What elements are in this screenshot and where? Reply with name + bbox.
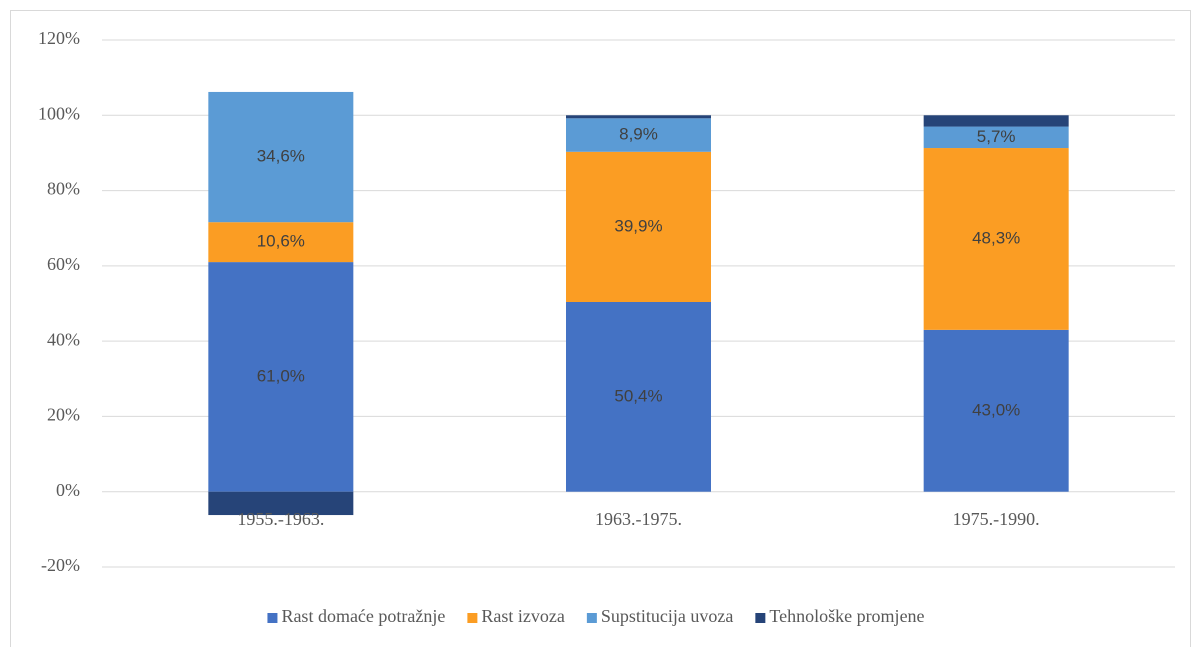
bar-segment xyxy=(208,222,354,263)
legend-swatch xyxy=(267,613,278,623)
y-tick-label: 40% xyxy=(47,329,80,349)
data-label: 39,9% xyxy=(614,216,662,235)
data-label: 34,6% xyxy=(257,147,305,166)
x-tick-label: 1955.-1963. xyxy=(237,509,324,529)
bar-segment xyxy=(208,91,354,223)
bar-segment xyxy=(923,148,1069,330)
bar-segment xyxy=(208,262,354,492)
data-label: 48,3% xyxy=(972,228,1020,247)
data-label: 8,9% xyxy=(619,125,658,144)
y-tick-label: 20% xyxy=(47,405,80,425)
bar-segment xyxy=(923,126,1069,149)
data-label: 61,0% xyxy=(257,366,305,385)
y-tick-label: 120% xyxy=(38,28,80,48)
bar-segment xyxy=(923,329,1069,492)
data-label: 50,4% xyxy=(614,386,662,405)
y-tick-label: 80% xyxy=(47,179,80,199)
data-label: 10,6% xyxy=(257,232,305,251)
bar-segment xyxy=(566,151,711,302)
y-tick-label: 100% xyxy=(38,103,80,123)
bar-segment xyxy=(923,115,1069,127)
bar-segment xyxy=(566,301,711,492)
legend-swatch xyxy=(586,613,597,623)
legend-label: Supstitucija uvoza xyxy=(601,606,733,626)
legend-label: Rast izvoza xyxy=(481,606,564,626)
x-tick-label: 1963.-1975. xyxy=(595,509,682,529)
y-tick-label: -20% xyxy=(41,555,80,575)
y-tick-label: 0% xyxy=(56,480,80,500)
data-label: 5,7% xyxy=(977,127,1016,146)
data-label: 43,0% xyxy=(972,400,1020,419)
bar-segment xyxy=(566,115,711,119)
legend-label: Rast domaće potražnje xyxy=(281,606,445,626)
y-tick-label: 60% xyxy=(47,254,80,274)
x-tick-label: 1975.-1990. xyxy=(953,509,1040,529)
bar-segment xyxy=(208,491,354,516)
bar-segment xyxy=(566,118,711,152)
legend-swatch xyxy=(467,613,478,623)
legend-label: Tehnološke promjene xyxy=(769,606,924,626)
legend-swatch xyxy=(755,613,766,623)
